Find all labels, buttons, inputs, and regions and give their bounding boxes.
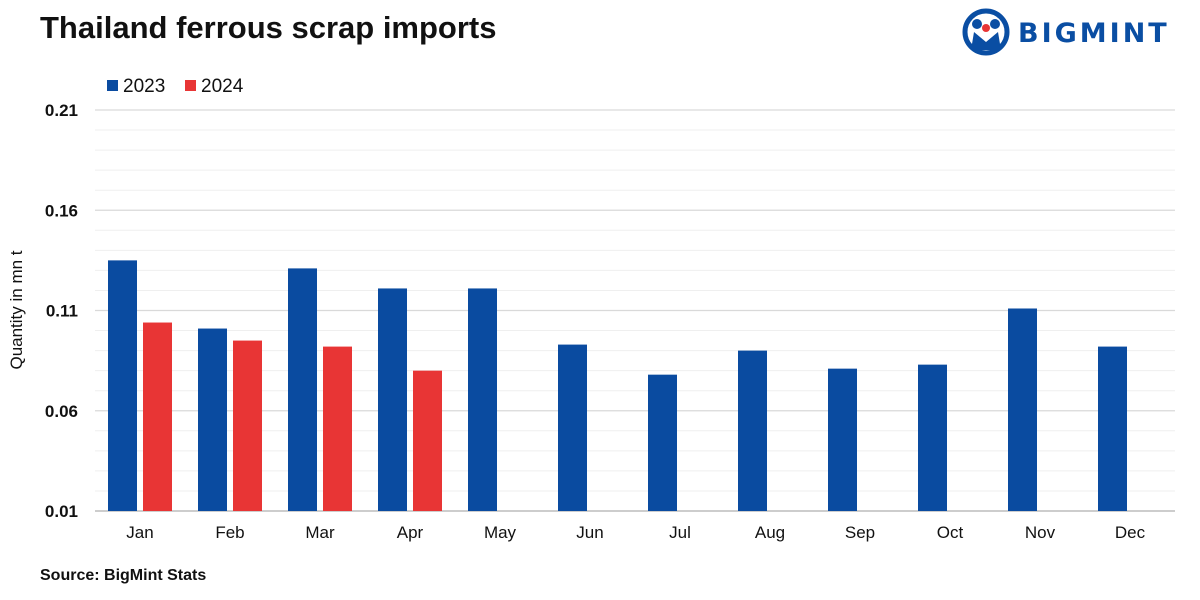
x-tick-label: May xyxy=(484,523,517,542)
x-tick-label: Oct xyxy=(937,523,964,542)
bigmint-logo-icon xyxy=(962,8,1010,56)
legend-label: 2023 xyxy=(123,76,165,97)
bar-2023-oct xyxy=(918,364,947,511)
bar-2023-nov xyxy=(1008,308,1037,511)
y-tick-label: 0.06 xyxy=(45,402,78,421)
bar-2023-jun xyxy=(558,344,587,511)
y-tick-label: 0.11 xyxy=(46,302,78,321)
logo-text: BIGMINT xyxy=(1018,18,1170,49)
bar-2023-sep xyxy=(828,368,857,511)
x-axis-ticks: Jan Feb Mar Apr May Jun Jul Aug Sep Oct Nov Dec xyxy=(126,523,1145,542)
legend-swatch-2023 xyxy=(107,80,118,91)
legend-label: 2024 xyxy=(201,76,244,97)
chart-title: Thailand ferrous scrap imports xyxy=(40,10,497,45)
y-tick-label: 0.16 xyxy=(45,201,78,220)
bar-2023-jul xyxy=(648,374,677,511)
x-tick-label: Apr xyxy=(397,523,424,542)
source-note: Source: BigMint Stats xyxy=(40,567,207,584)
x-tick-label: Dec xyxy=(1115,523,1146,542)
bar-2023-aug xyxy=(738,350,767,511)
x-tick-label: Jan xyxy=(126,523,153,542)
y-axis-label: Quantity in mn t xyxy=(7,250,26,369)
bar-2023-feb xyxy=(198,328,227,511)
bar-2023-may xyxy=(468,288,497,511)
bar-2023-apr xyxy=(378,288,407,511)
x-tick-label: Nov xyxy=(1025,523,1056,542)
grid-lines xyxy=(95,109,1175,512)
y-tick-label: 0.01 xyxy=(45,502,78,521)
bigmint-logo: BIGMINT xyxy=(962,8,1187,56)
bar-2024-mar xyxy=(323,346,352,511)
legend-swatch-2024 xyxy=(185,80,196,91)
bar-2024-jan xyxy=(143,322,172,511)
bar-2024-apr xyxy=(413,370,442,511)
x-tick-label: Jul xyxy=(669,523,691,542)
x-tick-label: Feb xyxy=(215,523,244,542)
x-tick-label: Aug xyxy=(755,523,785,542)
x-tick-label: Mar xyxy=(305,523,335,542)
bar-2024-feb xyxy=(233,340,262,511)
bar-2023-jan xyxy=(108,260,137,511)
y-axis-ticks: 0.01 0.06 0.11 0.16 0.21 xyxy=(45,101,78,521)
bars xyxy=(108,260,1127,511)
x-tick-label: Sep xyxy=(845,523,875,542)
bar-2023-mar xyxy=(288,268,317,511)
x-tick-label: Jun xyxy=(576,523,603,542)
legend: 2023 2024 xyxy=(107,76,244,97)
y-tick-label: 0.21 xyxy=(45,101,78,120)
bar-2023-dec xyxy=(1098,346,1127,511)
